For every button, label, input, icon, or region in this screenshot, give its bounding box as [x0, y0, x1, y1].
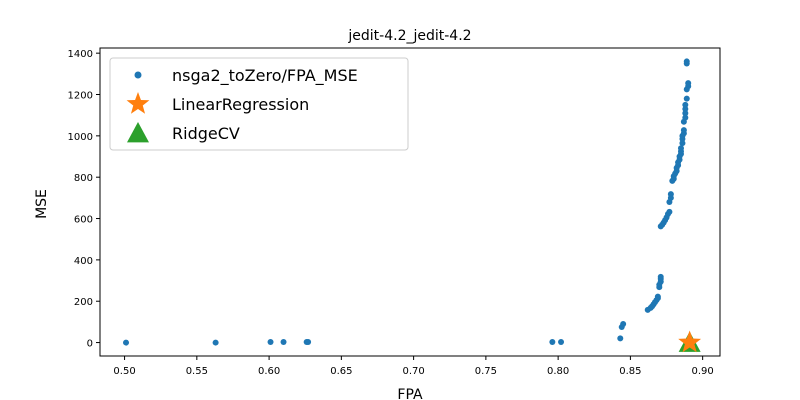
plot-area — [123, 58, 702, 353]
legend: nsga2_toZero/FPA_MSE LinearRegression Ridg… — [109, 57, 409, 151]
data-point — [685, 80, 692, 87]
x-tick-label: 0.90 — [692, 366, 714, 377]
legend-label-ridgecv: RidgeCV — [172, 124, 240, 143]
data-point — [617, 335, 624, 342]
legend-item-ridgecv: RidgeCV — [127, 122, 240, 143]
data-point — [549, 338, 556, 345]
x-tick-label: 0.80 — [547, 366, 569, 377]
data-point — [620, 320, 627, 327]
data-point — [683, 95, 690, 102]
data-point — [666, 208, 673, 215]
data-point — [123, 339, 130, 346]
data-point — [267, 338, 274, 345]
x-tick-label: 0.60 — [258, 366, 280, 377]
y-tick-label: 800 — [74, 173, 93, 184]
data-point — [558, 338, 565, 345]
y-tick-label: 0 — [87, 339, 93, 350]
data-point — [678, 330, 702, 353]
data-point — [679, 140, 686, 147]
data-point — [212, 339, 219, 346]
data-point — [667, 191, 674, 198]
data-point — [677, 145, 684, 152]
legend-item-linearregression: LinearRegression — [126, 92, 309, 114]
legend-marker-linearregression — [126, 92, 150, 114]
y-tick-label: 200 — [74, 297, 93, 308]
y-tick-label: 1200 — [68, 91, 93, 102]
data-point — [654, 293, 661, 300]
series-nsga2-tozero-fpa-mse — [123, 58, 692, 346]
data-point — [682, 101, 689, 108]
x-tick-label: 0.85 — [619, 366, 641, 377]
chart-title: jedit-4.2_jedit-4.2 — [347, 28, 471, 44]
legend-label-nsga2-tozero-fpa-mse: nsga2_toZero/FPA_MSE — [172, 66, 358, 86]
y-axis-label: MSE — [34, 189, 50, 219]
x-tick-label: 0.55 — [186, 366, 208, 377]
legend-label-linearregression: LinearRegression — [172, 95, 309, 114]
data-point — [657, 273, 664, 280]
legend-marker-ridgecv — [127, 122, 149, 143]
legend-item-nsga2-tozero-fpa-mse: nsga2_toZero/FPA_MSE — [134, 66, 358, 86]
y-tick-label: 1000 — [68, 132, 93, 143]
data-point — [682, 114, 689, 121]
data-point — [683, 58, 690, 65]
y-tick-label: 400 — [74, 256, 93, 267]
legend-box — [109, 57, 409, 151]
x-tick-label: 0.50 — [113, 366, 135, 377]
data-point — [280, 338, 287, 345]
legend-marker-nsga2-tozero-fpa-mse — [134, 71, 142, 79]
x-tick-label: 0.75 — [475, 366, 497, 377]
x-axis-label: FPA — [397, 387, 423, 400]
axes: 0.50 0.55 0.60 0.65 0.70 0.75 0.80 0.85 0.90 0 200… — [68, 47, 721, 377]
x-tick-label: 0.65 — [330, 366, 352, 377]
x-tick-label: 0.70 — [402, 366, 424, 377]
series-linearregression — [678, 330, 702, 353]
data-point — [680, 127, 687, 134]
data-point — [682, 105, 689, 112]
data-point — [682, 110, 689, 117]
plot-frame — [99, 47, 721, 357]
y-tick-label: 600 — [74, 215, 93, 226]
y-tick-label: 1400 — [68, 49, 93, 60]
data-point — [305, 338, 312, 345]
